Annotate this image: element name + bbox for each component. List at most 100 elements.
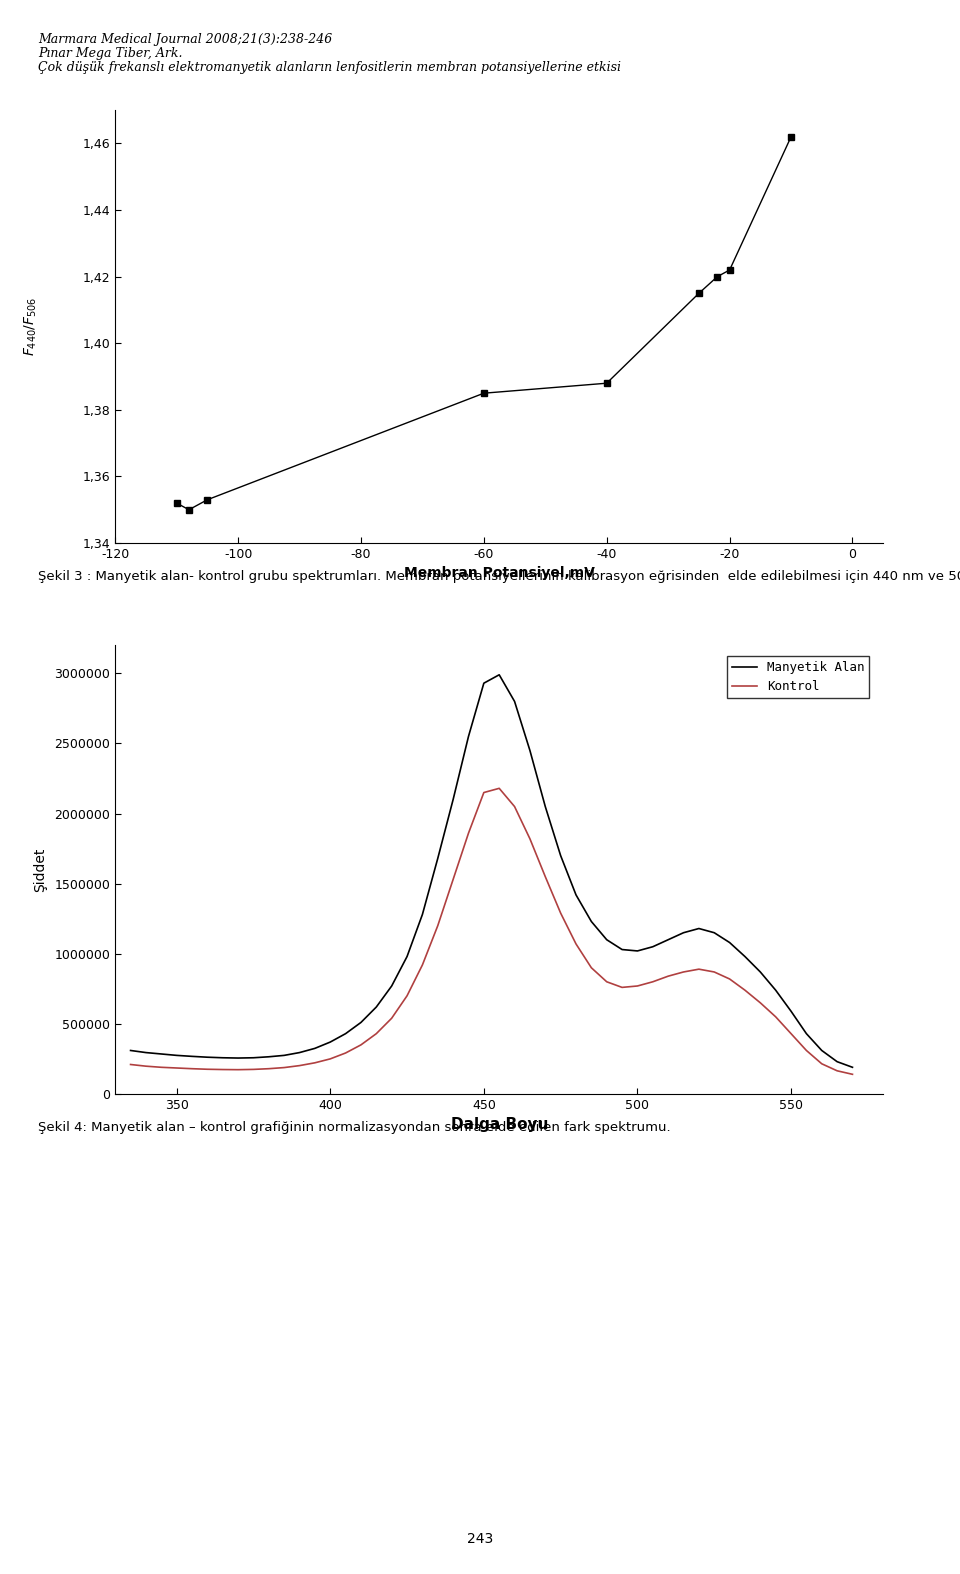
Manyetik Alan (232, 1048, 244, 1067)
Kontrol (708, 963, 720, 982)
Kontrol (785, 1025, 797, 1044)
Kontrol (263, 1059, 275, 1078)
Kontrol (232, 1061, 244, 1080)
Manyetik Alan (340, 1025, 351, 1044)
Manyetik Alan (463, 727, 474, 746)
Text: Şekil 3 : Manyetik alan- kontrol grubu spektrumları. Membran potansiyellerinin k: Şekil 3 : Manyetik alan- kontrol grubu s… (38, 570, 960, 582)
X-axis label: Dalga Boyu: Dalga Boyu (450, 1118, 548, 1132)
Y-axis label: Şiddet: Şiddet (34, 847, 47, 892)
Kontrol (847, 1066, 858, 1084)
Manyetik Alan (586, 911, 597, 930)
X-axis label: Membran Potansiyel,mV: Membran Potansiyel,mV (404, 567, 594, 581)
Manyetik Alan (847, 1058, 858, 1077)
Kontrol (586, 959, 597, 977)
Kontrol (616, 977, 628, 996)
Kontrol (447, 870, 459, 889)
Kontrol (186, 1059, 198, 1078)
Manyetik Alan (171, 1047, 182, 1066)
Kontrol (647, 973, 659, 992)
Kontrol (401, 987, 413, 1006)
Manyetik Alan (355, 1014, 367, 1033)
Kontrol (801, 1040, 812, 1059)
Kontrol (831, 1061, 843, 1080)
Manyetik Alan (478, 674, 490, 693)
Manyetik Alan (263, 1047, 275, 1066)
Legend: Manyetik Alan, Kontrol: Manyetik Alan, Kontrol (727, 656, 869, 699)
Manyetik Alan (739, 948, 751, 966)
Manyetik Alan (248, 1048, 259, 1067)
Manyetik Alan (524, 741, 536, 760)
Manyetik Alan (156, 1045, 167, 1064)
Kontrol (555, 903, 566, 922)
Kontrol (816, 1055, 828, 1073)
Kontrol (371, 1025, 382, 1044)
Manyetik Alan (294, 1044, 305, 1062)
Kontrol (248, 1059, 259, 1078)
Manyetik Alan (493, 666, 505, 685)
Manyetik Alan (202, 1048, 213, 1067)
Manyetik Alan (647, 937, 659, 955)
Manyetik Alan (540, 796, 551, 815)
Manyetik Alan (324, 1033, 336, 1051)
Kontrol (432, 916, 444, 935)
Kontrol (417, 955, 428, 974)
Text: $F_{440}/F_{506}$: $F_{440}/F_{506}$ (22, 296, 39, 356)
Text: Marmara Medical Journal 2008;21(3):238-246: Marmara Medical Journal 2008;21(3):238-2… (38, 33, 333, 46)
Kontrol (524, 829, 536, 848)
Manyetik Alan (309, 1039, 321, 1058)
Text: Pınar Mega Tiber, Ark.: Pınar Mega Tiber, Ark. (38, 47, 183, 60)
Kontrol (509, 796, 520, 815)
Manyetik Alan (140, 1044, 152, 1062)
Kontrol (739, 981, 751, 999)
Kontrol (140, 1056, 152, 1075)
Manyetik Alan (278, 1047, 290, 1066)
Manyetik Alan (755, 963, 766, 982)
Text: Çok düşük frekanslı elektromanyetik alanların lenfositlerin membran potansiyelle: Çok düşük frekanslı elektromanyetik alan… (38, 61, 621, 74)
Kontrol (125, 1055, 136, 1073)
Kontrol (309, 1053, 321, 1072)
Line: Kontrol: Kontrol (131, 789, 852, 1075)
Kontrol (755, 993, 766, 1012)
Kontrol (202, 1059, 213, 1078)
Manyetik Alan (125, 1040, 136, 1059)
Kontrol (601, 973, 612, 992)
Manyetik Alan (632, 941, 643, 960)
Manyetik Alan (386, 976, 397, 995)
Manyetik Alan (417, 905, 428, 924)
Kontrol (171, 1059, 182, 1078)
Kontrol (463, 823, 474, 842)
Kontrol (156, 1058, 167, 1077)
Line: Manyetik Alan: Manyetik Alan (131, 675, 852, 1067)
Manyetik Alan (371, 998, 382, 1017)
Text: Şekil 4: Manyetik alan – kontrol grafiğinin normalizasyondan sonra elde edilen f: Şekil 4: Manyetik alan – kontrol grafiği… (38, 1121, 671, 1133)
Kontrol (570, 935, 582, 954)
Kontrol (386, 1009, 397, 1028)
Kontrol (217, 1061, 228, 1080)
Kontrol (693, 960, 705, 979)
Manyetik Alan (770, 981, 781, 999)
Manyetik Alan (601, 930, 612, 949)
Kontrol (355, 1036, 367, 1055)
Kontrol (724, 970, 735, 988)
Manyetik Alan (509, 693, 520, 711)
Text: 243: 243 (467, 1532, 493, 1546)
Kontrol (478, 784, 490, 803)
Manyetik Alan (186, 1047, 198, 1066)
Manyetik Alan (555, 847, 566, 866)
Kontrol (340, 1044, 351, 1062)
Manyetik Alan (432, 848, 444, 867)
Manyetik Alan (724, 933, 735, 952)
Manyetik Alan (816, 1040, 828, 1059)
Manyetik Alan (447, 790, 459, 809)
Kontrol (278, 1058, 290, 1077)
Manyetik Alan (678, 924, 689, 943)
Kontrol (770, 1007, 781, 1026)
Manyetik Alan (708, 924, 720, 943)
Manyetik Alan (801, 1025, 812, 1044)
Manyetik Alan (570, 886, 582, 905)
Kontrol (294, 1056, 305, 1075)
Kontrol (540, 867, 551, 886)
Kontrol (678, 963, 689, 982)
Manyetik Alan (693, 919, 705, 938)
Kontrol (662, 966, 674, 985)
